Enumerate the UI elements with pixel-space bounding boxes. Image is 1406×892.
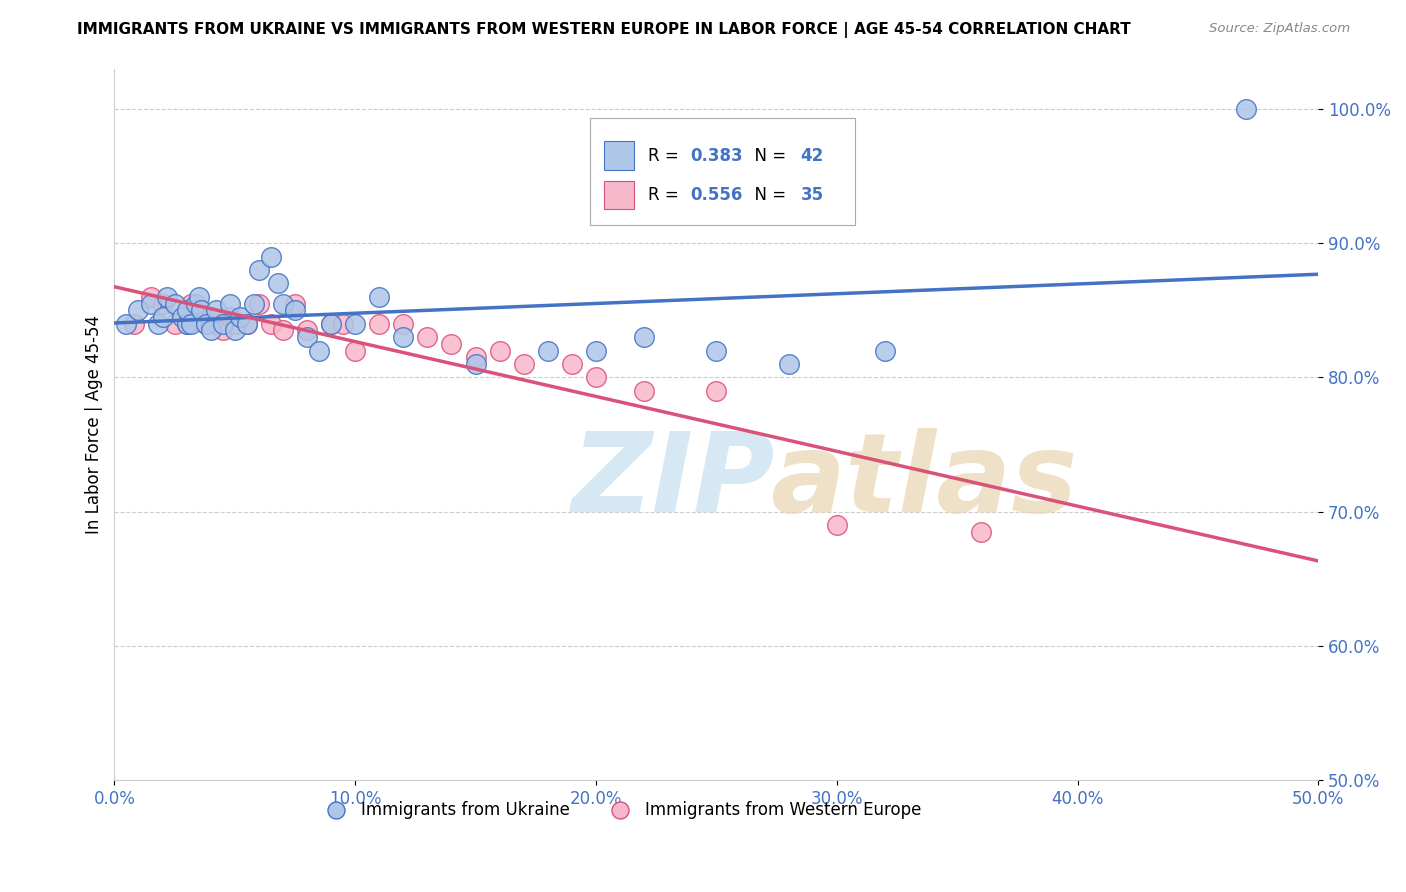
Point xyxy=(1234,102,1257,116)
Text: 0.556: 0.556 xyxy=(690,186,742,204)
Point xyxy=(170,310,193,324)
Point xyxy=(778,357,800,371)
Point xyxy=(561,357,583,371)
Point xyxy=(512,357,534,371)
Point xyxy=(146,317,169,331)
Point xyxy=(139,296,162,310)
Point xyxy=(219,310,242,324)
Point xyxy=(243,296,266,310)
Point xyxy=(180,317,202,331)
FancyBboxPatch shape xyxy=(591,119,855,225)
Point xyxy=(537,343,560,358)
Point xyxy=(200,323,222,337)
Point xyxy=(156,290,179,304)
Point xyxy=(152,310,174,324)
Point xyxy=(152,296,174,310)
Point xyxy=(228,310,250,324)
Point xyxy=(194,317,217,331)
Point xyxy=(211,323,233,337)
Point xyxy=(464,351,486,365)
Point xyxy=(224,323,246,337)
Text: R =: R = xyxy=(648,146,683,165)
Point xyxy=(176,303,198,318)
Point xyxy=(200,310,222,324)
Point xyxy=(488,343,510,358)
Point xyxy=(236,317,259,331)
Point xyxy=(295,330,318,344)
Point xyxy=(308,343,330,358)
Point xyxy=(392,317,415,331)
Point xyxy=(284,296,307,310)
Point xyxy=(194,317,217,331)
Point xyxy=(187,290,209,304)
Point xyxy=(260,317,283,331)
Point xyxy=(332,317,354,331)
Point xyxy=(211,317,233,331)
Text: IMMIGRANTS FROM UKRAINE VS IMMIGRANTS FROM WESTERN EUROPE IN LABOR FORCE | AGE 4: IMMIGRANTS FROM UKRAINE VS IMMIGRANTS FR… xyxy=(77,22,1130,38)
Point xyxy=(344,343,367,358)
Point xyxy=(247,296,270,310)
Text: 42: 42 xyxy=(800,146,824,165)
Point xyxy=(187,310,209,324)
Point xyxy=(115,317,138,331)
Point xyxy=(633,330,655,344)
Point xyxy=(224,317,246,331)
Point xyxy=(416,330,439,344)
Text: atlas: atlas xyxy=(770,428,1078,535)
Point xyxy=(163,317,186,331)
Point xyxy=(585,370,607,384)
Point xyxy=(440,336,463,351)
FancyBboxPatch shape xyxy=(605,142,634,170)
Text: 0.383: 0.383 xyxy=(690,146,742,165)
Point xyxy=(271,323,294,337)
Y-axis label: In Labor Force | Age 45-54: In Labor Force | Age 45-54 xyxy=(86,315,103,534)
Point xyxy=(704,343,727,358)
Point xyxy=(260,250,283,264)
Point xyxy=(190,303,212,318)
Text: ZIP: ZIP xyxy=(572,428,775,535)
Point xyxy=(585,343,607,358)
Point xyxy=(176,317,198,331)
Point xyxy=(247,263,270,277)
Point xyxy=(633,384,655,398)
Point xyxy=(464,357,486,371)
Text: N =: N = xyxy=(744,146,792,165)
Point xyxy=(704,384,727,398)
Point xyxy=(873,343,896,358)
Legend: Immigrants from Ukraine, Immigrants from Western Europe: Immigrants from Ukraine, Immigrants from… xyxy=(312,794,928,825)
Point xyxy=(186,296,208,310)
Point xyxy=(295,323,318,337)
Point xyxy=(236,317,259,331)
Point xyxy=(319,317,342,331)
Point xyxy=(163,296,186,310)
Point xyxy=(368,317,391,331)
Point xyxy=(368,290,391,304)
Point xyxy=(267,277,290,291)
Point xyxy=(122,317,145,331)
Point xyxy=(127,303,149,318)
Point xyxy=(139,290,162,304)
Point xyxy=(284,303,307,318)
Point xyxy=(825,518,848,533)
Point xyxy=(319,317,342,331)
Text: 35: 35 xyxy=(800,186,824,204)
Point xyxy=(219,296,242,310)
Point xyxy=(344,317,367,331)
Text: Source: ZipAtlas.com: Source: ZipAtlas.com xyxy=(1209,22,1350,36)
Point xyxy=(392,330,415,344)
Point xyxy=(176,317,198,331)
Point xyxy=(271,296,294,310)
FancyBboxPatch shape xyxy=(605,181,634,210)
Text: R =: R = xyxy=(648,186,683,204)
Text: N =: N = xyxy=(744,186,792,204)
Point xyxy=(970,524,993,539)
Point xyxy=(204,303,226,318)
Point xyxy=(180,296,202,310)
Point xyxy=(204,317,226,331)
